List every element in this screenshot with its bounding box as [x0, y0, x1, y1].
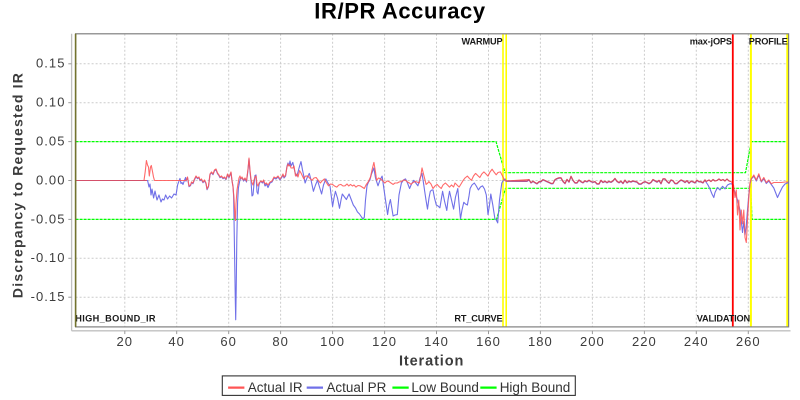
svg-text:80: 80 — [272, 334, 289, 349]
svg-text:0.00: 0.00 — [36, 172, 66, 187]
svg-text:max-jOPS: max-jOPS — [690, 36, 732, 46]
svg-text:40: 40 — [168, 334, 185, 349]
svg-text:0.10: 0.10 — [36, 95, 66, 110]
svg-text:-0.10: -0.10 — [31, 250, 66, 265]
svg-text:200: 200 — [580, 334, 605, 349]
svg-text:-0.05: -0.05 — [31, 211, 66, 226]
svg-text:160: 160 — [476, 334, 501, 349]
svg-text:High Bound: High Bound — [500, 380, 571, 395]
svg-text:WARMUP: WARMUP — [462, 36, 503, 46]
svg-text:0.15: 0.15 — [36, 56, 66, 71]
svg-text:0.05: 0.05 — [36, 134, 66, 149]
svg-text:-0.15: -0.15 — [31, 289, 66, 304]
svg-text:120: 120 — [372, 334, 397, 349]
svg-text:Low Bound: Low Bound — [411, 380, 479, 395]
svg-text:20: 20 — [117, 334, 134, 349]
svg-text:RT_CURVE: RT_CURVE — [454, 313, 502, 323]
svg-text:100: 100 — [320, 334, 345, 349]
svg-text:140: 140 — [424, 334, 449, 349]
svg-text:Iteration: Iteration — [399, 353, 464, 369]
svg-text:HIGH_BOUND_IR: HIGH_BOUND_IR — [75, 313, 156, 323]
svg-text:Actual PR: Actual PR — [326, 380, 386, 395]
svg-text:IR/PR Accuracy: IR/PR Accuracy — [314, 0, 486, 23]
svg-text:180: 180 — [528, 334, 553, 349]
svg-text:260: 260 — [736, 334, 761, 349]
svg-text:VALIDATION: VALIDATION — [697, 313, 751, 323]
svg-text:Actual IR: Actual IR — [248, 380, 303, 395]
svg-text:60: 60 — [220, 334, 237, 349]
svg-text:Discrepancy to Requested IR: Discrepancy to Requested IR — [10, 72, 26, 298]
svg-text:240: 240 — [684, 334, 709, 349]
svg-text:220: 220 — [632, 334, 657, 349]
svg-text:PROFILE: PROFILE — [749, 36, 788, 46]
